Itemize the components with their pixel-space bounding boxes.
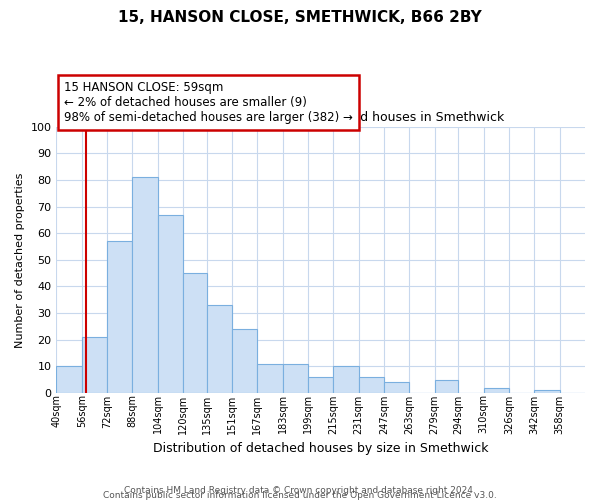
Text: 15, HANSON CLOSE, SMETHWICK, B66 2BY: 15, HANSON CLOSE, SMETHWICK, B66 2BY bbox=[118, 10, 482, 25]
Bar bbox=[232, 329, 257, 393]
Bar bbox=[484, 388, 509, 393]
Bar bbox=[308, 377, 334, 393]
Bar bbox=[434, 380, 458, 393]
X-axis label: Distribution of detached houses by size in Smethwick: Distribution of detached houses by size … bbox=[153, 442, 488, 455]
Title: Size of property relative to detached houses in Smethwick: Size of property relative to detached ho… bbox=[137, 112, 504, 124]
Bar bbox=[283, 364, 308, 393]
Text: 15 HANSON CLOSE: 59sqm
← 2% of detached houses are smaller (9)
98% of semi-detac: 15 HANSON CLOSE: 59sqm ← 2% of detached … bbox=[64, 81, 353, 124]
Bar bbox=[183, 273, 207, 393]
Bar bbox=[82, 337, 107, 393]
Bar bbox=[133, 178, 158, 393]
Y-axis label: Number of detached properties: Number of detached properties bbox=[15, 172, 25, 348]
Bar bbox=[56, 366, 82, 393]
Bar bbox=[535, 390, 560, 393]
Bar bbox=[257, 364, 283, 393]
Text: Contains HM Land Registry data © Crown copyright and database right 2024.: Contains HM Land Registry data © Crown c… bbox=[124, 486, 476, 495]
Bar bbox=[334, 366, 359, 393]
Bar bbox=[158, 214, 183, 393]
Text: Contains public sector information licensed under the Open Government Licence v3: Contains public sector information licen… bbox=[103, 490, 497, 500]
Bar bbox=[359, 377, 384, 393]
Bar bbox=[207, 305, 232, 393]
Bar bbox=[384, 382, 409, 393]
Bar bbox=[107, 242, 133, 393]
